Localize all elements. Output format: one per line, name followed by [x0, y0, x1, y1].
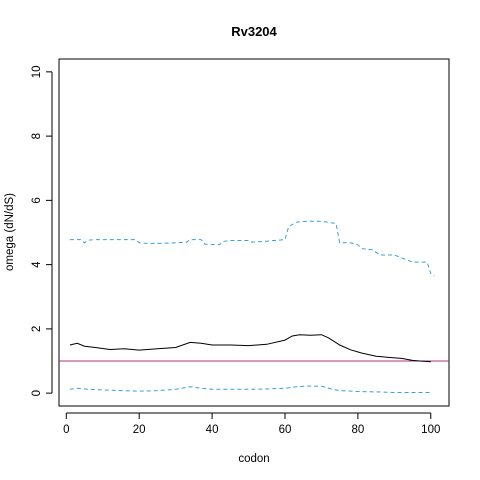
x-tick-label: 40 [206, 424, 219, 436]
y-tick-label: 8 [31, 133, 43, 139]
y-tick-label: 10 [31, 65, 43, 78]
y-tick-label: 2 [31, 326, 43, 332]
x-tick-label: 0 [63, 424, 69, 436]
plot-area: 0 20 40 60 80 100 0 2 4 6 8 10 [31, 58, 450, 436]
x-tick-label: 80 [351, 424, 364, 436]
plot-frame [58, 58, 450, 407]
y-tick-label: 4 [31, 261, 43, 268]
lower-bound-series-line [69, 385, 431, 393]
y-tick-label: 6 [31, 197, 43, 203]
x-tick-label: 20 [133, 424, 146, 436]
x-axis-label: codon [238, 453, 269, 465]
y-tick-label: 0 [31, 390, 43, 396]
x-tick-label: 60 [279, 424, 292, 436]
omega-series-line [69, 334, 431, 363]
chart-title: Rv3204 [231, 24, 277, 39]
y-axis-label: omega (dN/dS) [4, 193, 16, 271]
x-tick-label: 100 [421, 424, 440, 436]
upper-bound-series-line [69, 220, 435, 277]
